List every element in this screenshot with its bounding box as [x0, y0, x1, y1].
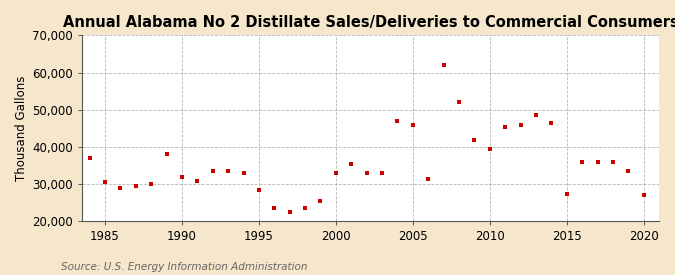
- Point: [69, 171, 80, 175]
- Point: [531, 113, 541, 118]
- Point: [623, 169, 634, 174]
- Point: [146, 182, 157, 186]
- Point: [100, 180, 111, 185]
- Point: [546, 121, 557, 125]
- Point: [331, 171, 342, 175]
- Point: [130, 184, 141, 188]
- Point: [408, 122, 418, 127]
- Point: [469, 138, 480, 142]
- Point: [192, 178, 202, 183]
- Point: [608, 160, 618, 164]
- Point: [485, 147, 495, 151]
- Point: [438, 63, 449, 67]
- Point: [500, 124, 510, 129]
- Point: [177, 175, 188, 179]
- Title: Annual Alabama No 2 Distillate Sales/Deliveries to Commercial Consumers: Annual Alabama No 2 Distillate Sales/Del…: [63, 15, 675, 30]
- Point: [576, 160, 587, 164]
- Point: [161, 152, 172, 157]
- Point: [207, 169, 218, 174]
- Point: [639, 193, 649, 198]
- Point: [269, 206, 279, 211]
- Point: [423, 177, 433, 181]
- Point: [84, 156, 95, 160]
- Point: [254, 188, 265, 192]
- Point: [361, 171, 372, 175]
- Y-axis label: Thousand Gallons: Thousand Gallons: [15, 76, 28, 181]
- Point: [392, 119, 403, 123]
- Point: [515, 122, 526, 127]
- Point: [300, 206, 310, 211]
- Point: [315, 199, 326, 203]
- Point: [592, 160, 603, 164]
- Point: [115, 186, 126, 190]
- Point: [454, 100, 464, 104]
- Text: Source: U.S. Energy Information Administration: Source: U.S. Energy Information Administ…: [61, 262, 307, 272]
- Point: [346, 162, 356, 166]
- Point: [284, 210, 295, 214]
- Point: [238, 171, 249, 175]
- Point: [223, 169, 234, 174]
- Point: [377, 171, 387, 175]
- Point: [562, 191, 572, 196]
